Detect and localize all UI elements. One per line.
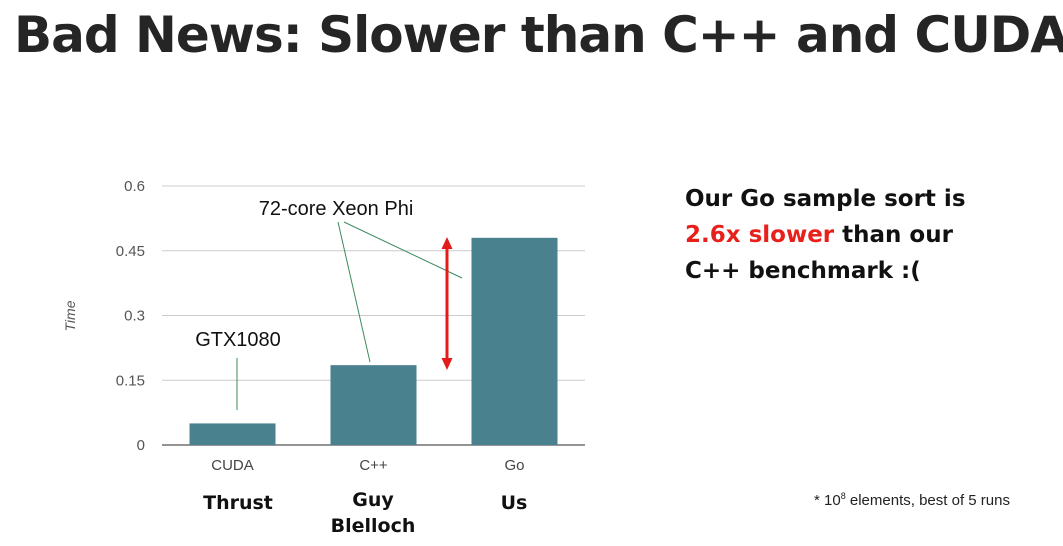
x-tick-label: CUDA bbox=[211, 457, 254, 474]
x-tick-labels: CUDA C++ Go bbox=[211, 457, 524, 474]
side-note-line-1: Our Go sample sort is bbox=[685, 186, 966, 212]
bars bbox=[189, 237, 558, 445]
sublabel-us: Us bbox=[500, 492, 528, 514]
side-note-line-3: C++ benchmark :( bbox=[685, 258, 921, 284]
xeon-leader-line-2 bbox=[343, 221, 463, 279]
y-tick-label: 0.15 bbox=[116, 372, 145, 389]
y-tick-label: 0.3 bbox=[124, 308, 145, 325]
side-note-line-2: 2.6x slower than our bbox=[685, 217, 1045, 253]
y-tick-label: 0.45 bbox=[116, 243, 145, 260]
y-tick-label: 0 bbox=[137, 437, 145, 454]
sublabel-thrust: Thrust bbox=[203, 492, 273, 514]
side-note: Our Go sample sort is 2.6x slower than o… bbox=[685, 181, 1045, 289]
slowdown-double-arrow bbox=[441, 237, 453, 370]
sublabel-guy: Guy bbox=[352, 489, 394, 511]
bar-go bbox=[471, 237, 558, 445]
footnote-prefix: * 10 bbox=[814, 492, 841, 509]
x-tick-label: Go bbox=[504, 457, 524, 474]
footnote-exponent: 8 bbox=[840, 491, 846, 501]
y-tick-labels: 0 0.15 0.3 0.45 0.6 bbox=[116, 178, 145, 454]
xeon-leader-line-1 bbox=[337, 221, 371, 363]
xeon-phi-annotation: 72-core Xeon Phi bbox=[259, 198, 414, 220]
x-tick-label: C++ bbox=[359, 457, 388, 474]
sublabel-guy-blelloch: Guy Blelloch bbox=[318, 487, 428, 539]
sublabel-blelloch: Blelloch bbox=[330, 515, 416, 537]
footnote-suffix: elements, best of 5 runs bbox=[845, 492, 1010, 509]
y-axis-label: Time bbox=[62, 300, 78, 331]
bar-cuda bbox=[189, 423, 276, 445]
footnote: * 108 elements, best of 5 runs bbox=[814, 491, 1010, 509]
slowdown-highlight: 2.6x slower bbox=[685, 222, 835, 248]
y-tick-label: 0.6 bbox=[124, 178, 145, 195]
slide-title: Bad News: Slower than C++ and CUDA bbox=[14, 6, 1063, 64]
bar-cpp bbox=[330, 365, 417, 445]
gtx1080-annotation: GTX1080 bbox=[195, 329, 281, 351]
side-note-line-2-rest: than our bbox=[834, 222, 953, 248]
